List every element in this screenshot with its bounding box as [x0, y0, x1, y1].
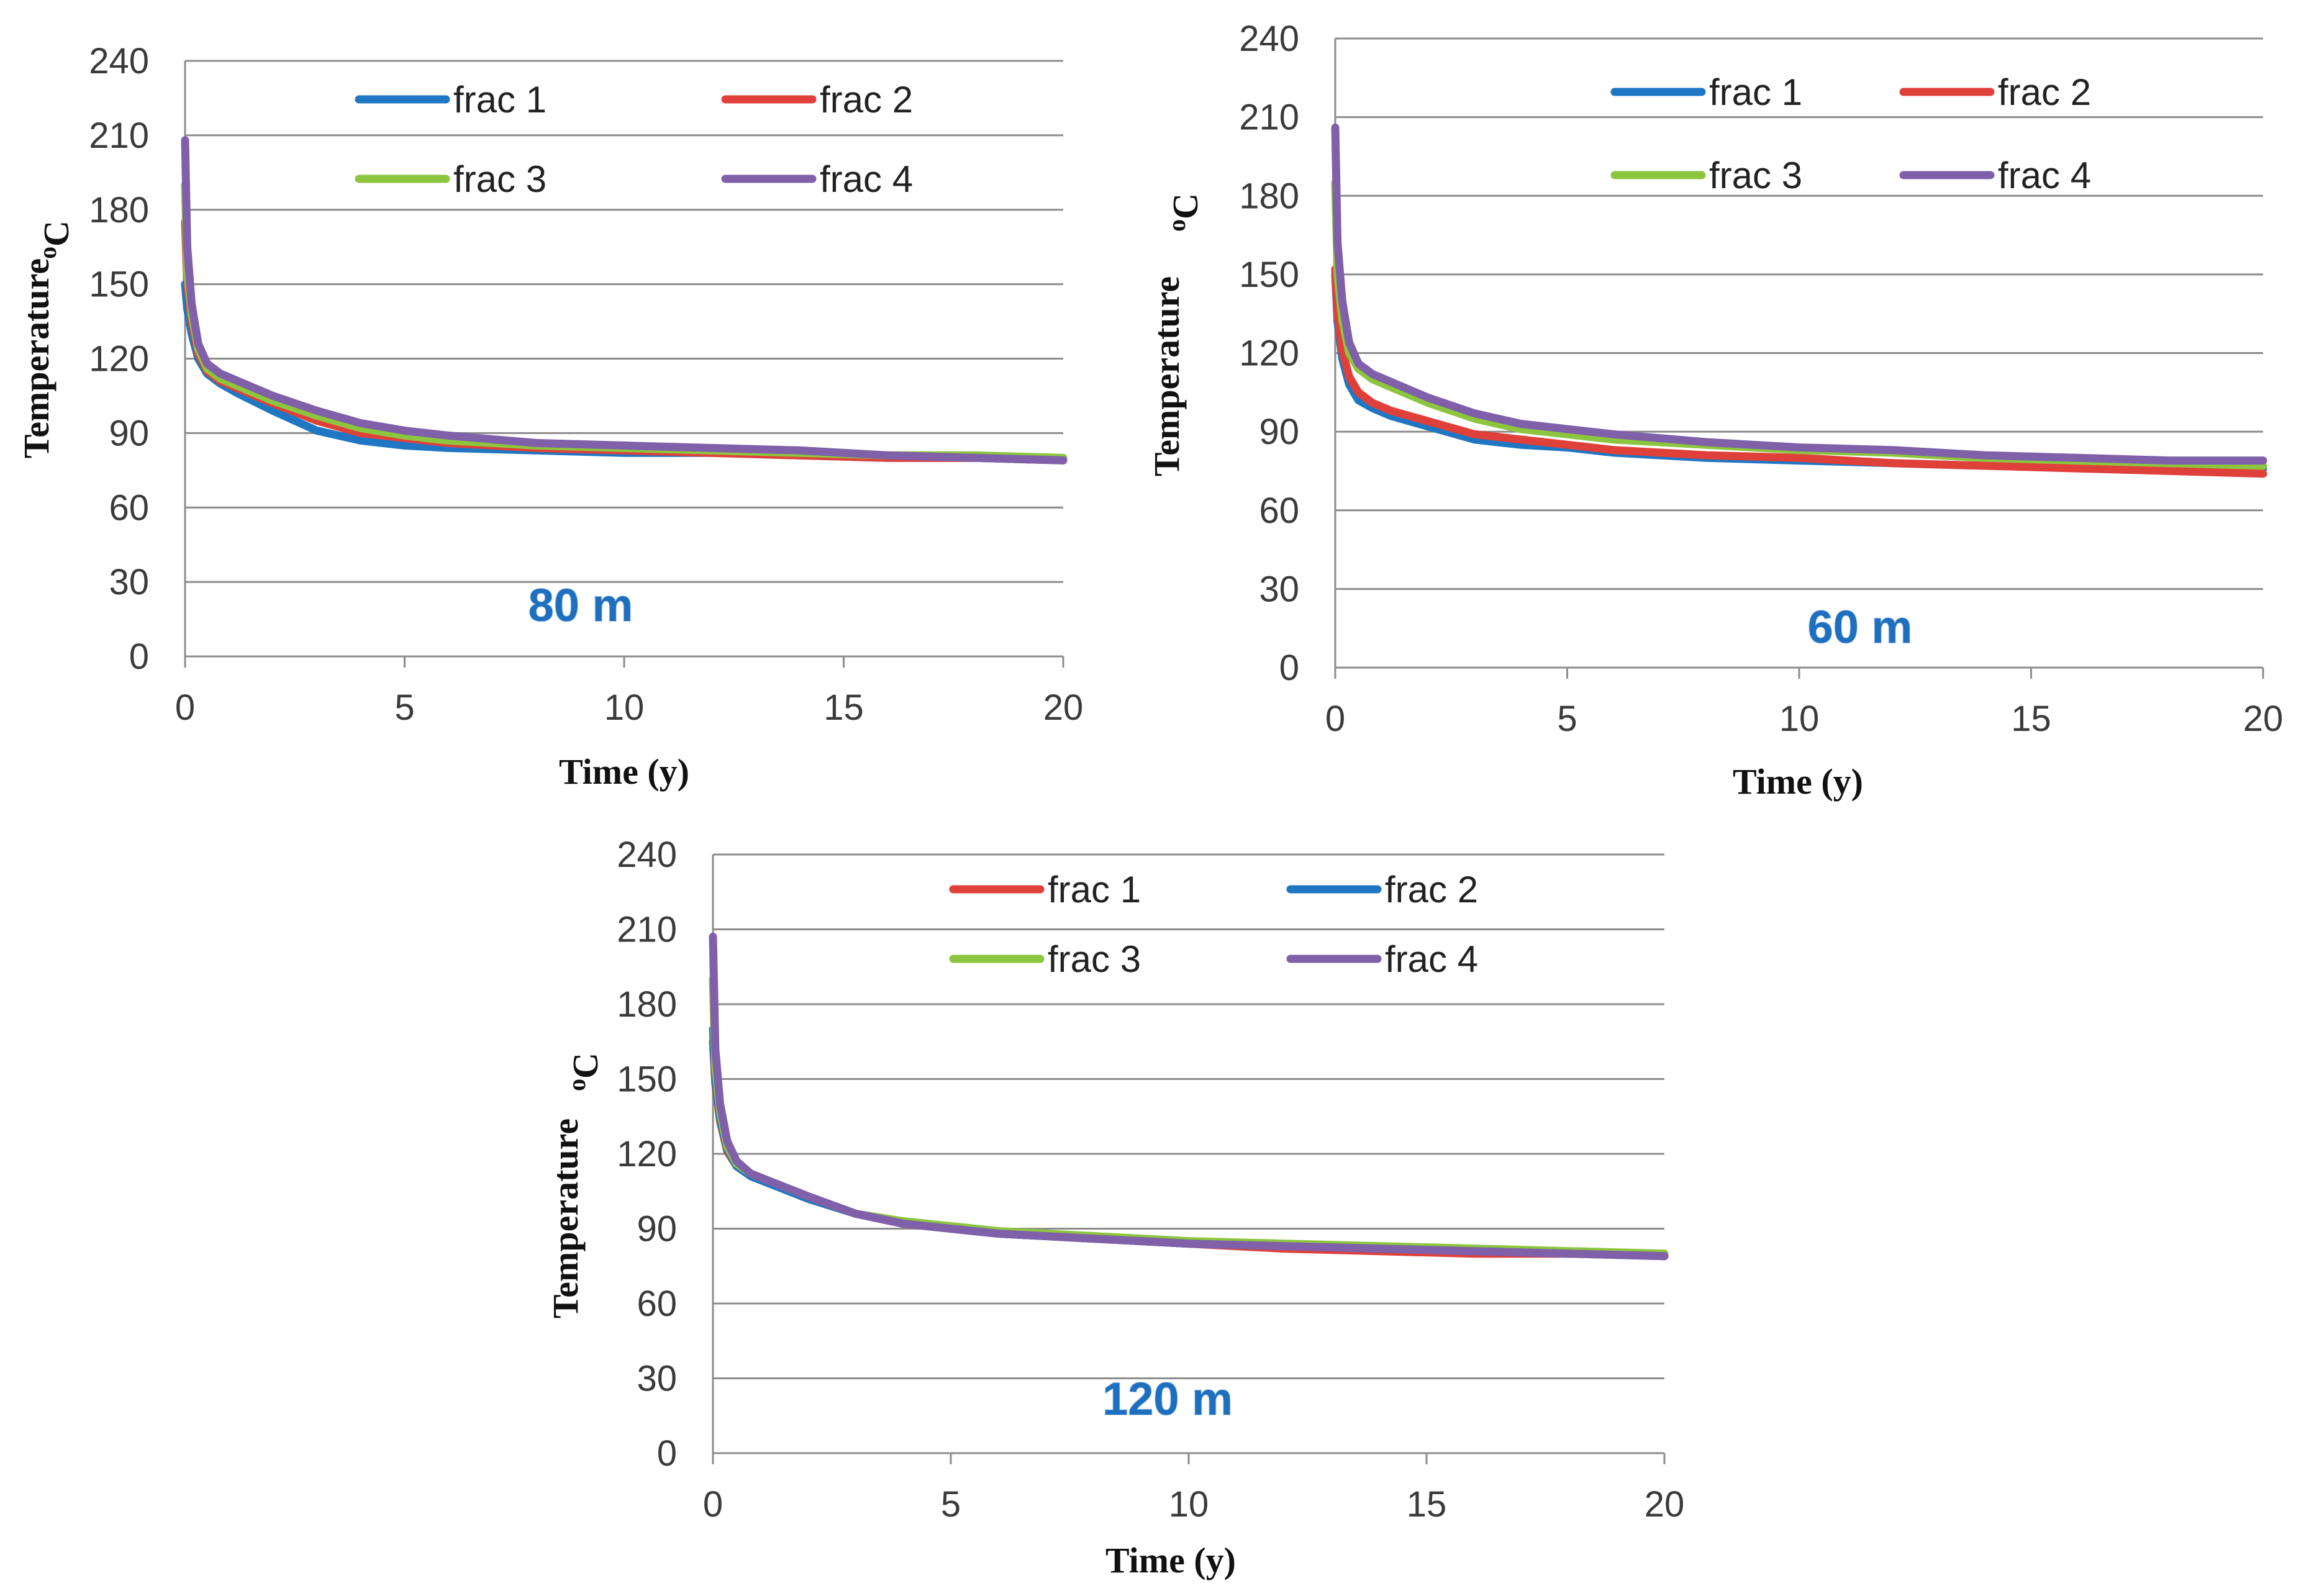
y-tick-label: 0 [1279, 648, 1299, 688]
x-tick-label: 15 [2011, 699, 2051, 739]
y-tick-label: 30 [637, 1359, 677, 1399]
y-tick-label: 150 [89, 265, 149, 305]
series-line-frac-2 [181, 218, 1068, 465]
y-tick-label: 180 [89, 190, 149, 230]
chart-120m: 0 30 60 90 120 150 180 210 240 0 5 10 15 20 frac 1 frac… [545, 835, 1684, 1580]
x-axis-title: Time (y) [559, 751, 689, 792]
series-line-frac-1 [709, 1037, 1669, 1261]
series-line-frac-2 [709, 1025, 1669, 1261]
y-tick-label: 30 [1259, 569, 1299, 609]
x-axis-title: Time (y) [1105, 1540, 1236, 1580]
legend-label: frac 2 [1385, 869, 1478, 910]
y-tick-label: 180 [617, 984, 677, 1025]
x-tick-label: 5 [394, 687, 414, 728]
y-axis-title: Temperature [1146, 276, 1187, 476]
legend-label: frac 3 [1048, 938, 1141, 980]
x-tick-label: 0 [175, 687, 195, 728]
series-line-frac-4 [709, 933, 1669, 1261]
x-tick-label: 15 [1407, 1484, 1447, 1525]
legend-label: frac 4 [1998, 155, 2091, 196]
y-axis-unit: oC [563, 1053, 606, 1091]
y-tick-label: 60 [1259, 491, 1299, 531]
y-tick-label: 60 [109, 487, 149, 528]
legend-label: frac 1 [1048, 869, 1141, 910]
x-axis-title: Time (y) [1733, 761, 1863, 802]
y-axis-title: Temperature [16, 258, 57, 458]
legend-label: frac 3 [1709, 155, 1802, 196]
x-tick-label: 10 [604, 687, 645, 728]
y-tick-label: 210 [617, 910, 677, 950]
y-tick-label: 240 [617, 835, 677, 875]
y-tick-label: 210 [1239, 97, 1299, 138]
x-tick-label: 20 [1043, 687, 1084, 728]
x-tick-label: 10 [1779, 699, 1820, 739]
panel-title: 60 m [1808, 601, 1913, 653]
y-tick-label: 240 [1239, 19, 1299, 59]
chart-60m: 0 30 60 90 120 150 180 210 240 0 5 10 15 20 frac 1 frac… [1146, 19, 2283, 802]
y-tick-label: 210 [89, 116, 149, 156]
x-tick-label: 5 [941, 1484, 961, 1525]
x-tick-label: 0 [703, 1484, 723, 1525]
y-tick-label: 0 [657, 1433, 677, 1474]
y-tick-label: 90 [637, 1209, 677, 1249]
y-tick-label: 0 [129, 637, 149, 677]
y-unit-letter: C [565, 1053, 606, 1079]
series-line-frac-4 [1331, 124, 2267, 465]
y-tick-label: 180 [1239, 176, 1299, 216]
legend-label: frac 2 [820, 79, 913, 120]
chart-80m: 0 30 60 90 120 150 180 210 240 0 5 10 15 20 frac 1 frac… [16, 41, 1083, 792]
x-tick-label: 0 [1325, 699, 1345, 739]
y-tick-label: 120 [89, 339, 149, 379]
series-line-frac-3 [1331, 178, 2267, 470]
legend-label: frac 1 [1709, 71, 1802, 113]
x-tick-label: 5 [1557, 699, 1577, 739]
series-line-frac-4 [181, 136, 1068, 465]
series-line-frac-1 [1331, 270, 2267, 473]
panel-title: 80 m [529, 579, 633, 631]
y-tick-label: 150 [1239, 255, 1299, 295]
y-tick-label: 120 [617, 1134, 677, 1174]
legend-label: frac 4 [820, 158, 913, 200]
x-tick-label: 20 [2243, 699, 2284, 739]
panel-title: 120 m [1102, 1373, 1233, 1425]
y-tick-label: 30 [109, 562, 149, 602]
y-unit-degree: o [34, 247, 61, 259]
y-unit-degree: o [1163, 219, 1191, 232]
y-tick-label: 120 [1239, 333, 1299, 374]
y-unit-letter: C [1165, 193, 1205, 219]
y-unit-degree: o [563, 1079, 591, 1091]
y-tick-label: 60 [637, 1284, 677, 1324]
legend-label: frac 1 [453, 79, 547, 120]
y-axis-unit: oC [34, 220, 76, 259]
y-tick-label: 90 [1259, 412, 1299, 452]
legend-label: frac 4 [1385, 938, 1478, 980]
x-tick-label: 15 [824, 687, 864, 728]
y-unit-letter: C [36, 220, 76, 247]
y-axis-title: Temperature [545, 1118, 586, 1318]
legend-label: frac 3 [453, 158, 547, 200]
y-tick-label: 90 [109, 413, 149, 453]
series-line-frac-2 [1331, 265, 2267, 478]
y-tick-label: 240 [89, 41, 149, 81]
x-tick-label: 10 [1169, 1484, 1209, 1525]
y-axis-unit: oC [1163, 193, 1205, 232]
legend-label: frac 2 [1998, 71, 2091, 113]
series-line-frac-3 [181, 181, 1068, 462]
x-tick-label: 20 [1645, 1484, 1685, 1525]
y-tick-label: 150 [617, 1059, 677, 1100]
